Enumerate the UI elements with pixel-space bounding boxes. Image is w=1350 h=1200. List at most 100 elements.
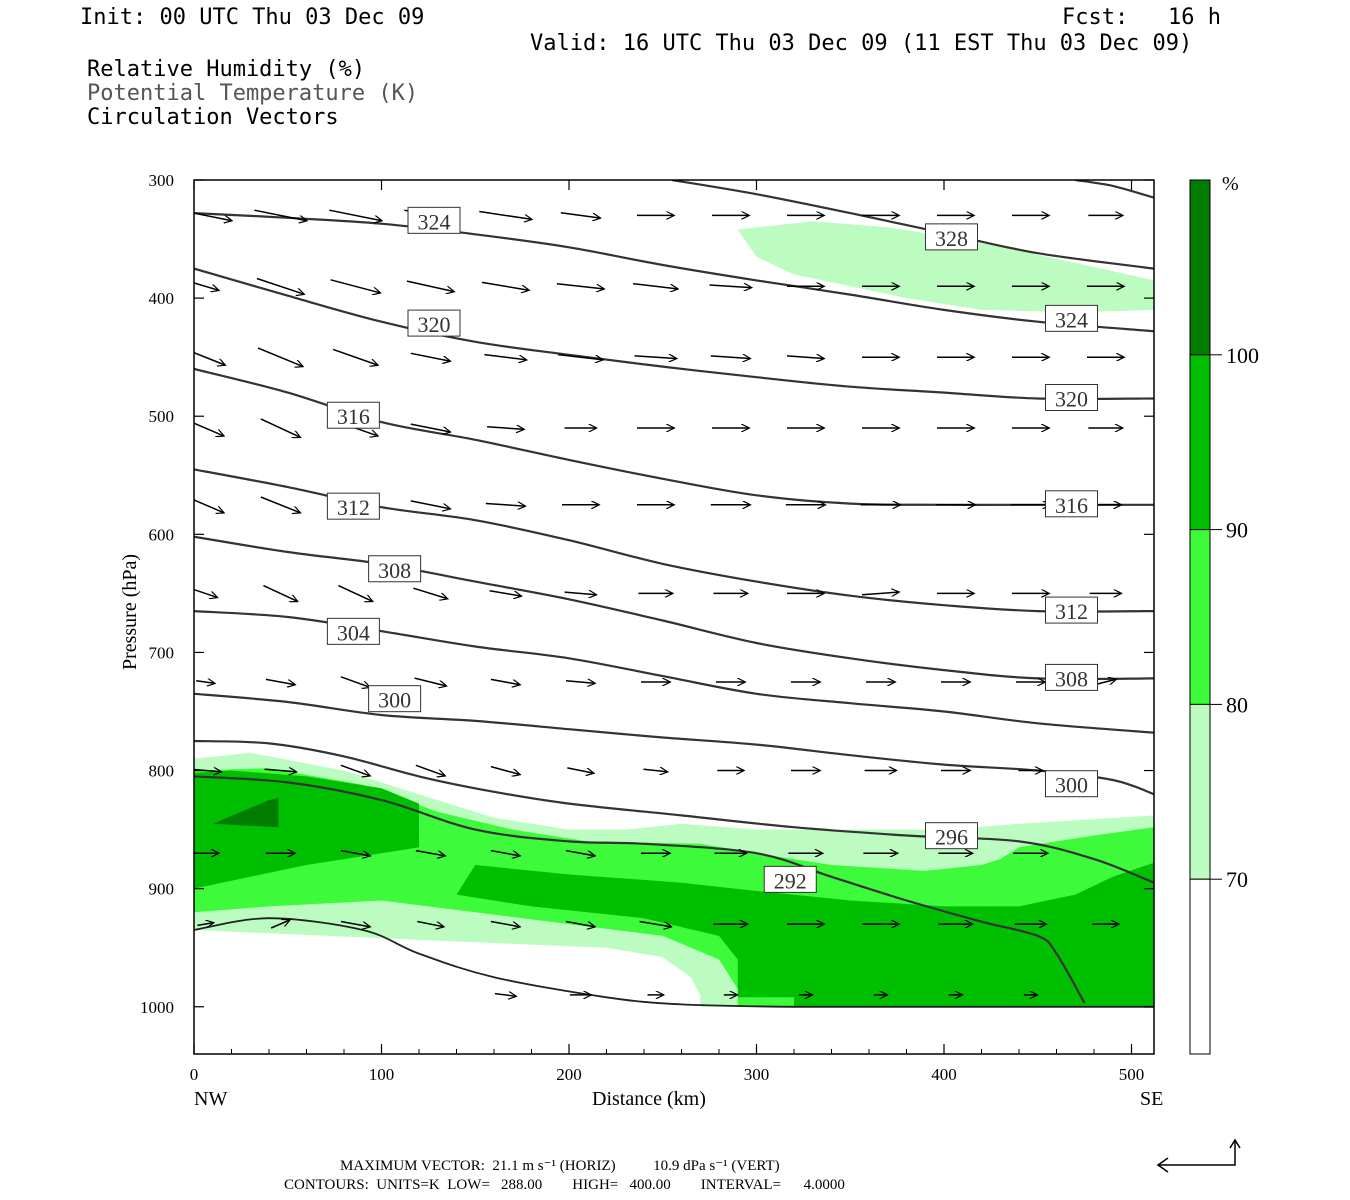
circulation-vector (340, 676, 370, 687)
circulation-vector (786, 356, 824, 359)
isentrope-label-text: 316 (1055, 493, 1088, 518)
isentrope-label-text: 320 (1055, 387, 1088, 412)
forecast-hour-label: Fcst: (1062, 5, 1129, 30)
x-end-label-nw: NW (194, 1088, 228, 1110)
circulation-vector (490, 849, 520, 856)
circulation-vector (194, 769, 221, 772)
x-tick-label: 400 (931, 1065, 957, 1084)
circulation-vector (263, 584, 297, 602)
reference-vector-arrow (1156, 1138, 1241, 1173)
circulation-vector (861, 592, 899, 595)
isentrope-328 (671, 180, 1154, 270)
circulation-vector (415, 764, 445, 775)
circulation-vector (709, 285, 752, 288)
circulation-vector (332, 348, 377, 365)
x-tick-label: 500 (1119, 1065, 1145, 1084)
circulation-vector (260, 418, 300, 437)
isentrope-label-text: 304 (337, 620, 370, 645)
y-tick-label: 300 (149, 171, 175, 190)
isentrope-296 (194, 739, 1154, 884)
circulation-vector (340, 849, 370, 856)
circulation-vector (410, 352, 450, 361)
circulation-vector (556, 282, 604, 289)
isentrope-label: 308 (368, 555, 422, 583)
colorbar-segment (1189, 179, 1211, 356)
x-axis-title: Distance (km) (592, 1088, 706, 1110)
circulation-vector (564, 592, 596, 595)
circulation-vector (490, 678, 520, 684)
footer-contours: CONTOURS: UNITS=K LOW= 288.00 HIGH= 400.… (284, 1177, 845, 1193)
circulation-vector (413, 587, 447, 598)
valid-time: Valid: 16 UTC Thu 03 Dec 09 (11 EST Thu … (530, 31, 1193, 56)
init-time: Init: 00 UTC Thu 03 Dec 09 (80, 5, 425, 30)
isentrope-label-text: 300 (378, 688, 411, 713)
isentrope-label: 312 (326, 492, 380, 520)
circulation-vector (490, 765, 520, 775)
y-tick-label: 700 (149, 643, 175, 662)
circulation-vector (340, 764, 370, 775)
circulation-vector (329, 209, 381, 220)
isentrope-label-text: 308 (1055, 666, 1088, 691)
isentrope-label-text: 312 (1055, 599, 1088, 624)
isentrope-label: 308 (1045, 663, 1098, 691)
isentrope-label: 316 (1045, 490, 1098, 518)
rh-region-90 (194, 770, 419, 889)
circulation-vector (256, 277, 304, 295)
y-tick-label: 400 (149, 289, 175, 308)
circulation-vector (194, 588, 217, 598)
circulation-vector (265, 678, 295, 684)
circulation-vector (710, 356, 750, 359)
x-tick-label: 200 (556, 1065, 582, 1084)
colorbar-segment (1189, 354, 1211, 531)
circulation-vector (260, 496, 300, 513)
circulation-vector (484, 353, 526, 360)
circulation-vector (489, 590, 521, 596)
circulation-vector (194, 499, 223, 513)
circulation-vector (270, 920, 289, 929)
forecast-hour-value: 16 h (1168, 5, 1221, 30)
circulation-vector (414, 677, 446, 686)
circulation-vector (565, 849, 595, 856)
colorbar-segment (1189, 878, 1211, 1055)
rh-region-100 (212, 797, 279, 828)
x-end-label-se: SE (1140, 1088, 1164, 1110)
colorbar-segment (1189, 529, 1211, 705)
circulation-vector (406, 280, 454, 291)
isentrope-label: 320 (1045, 384, 1098, 412)
circulation-vector (410, 423, 450, 432)
isentrope-label-text: 300 (1055, 773, 1088, 798)
isentrope-label: 316 (326, 401, 380, 429)
circulation-vector (485, 504, 525, 507)
isentrope-324 (194, 212, 1154, 333)
footer-max-vector: MAXIMUM VECTOR: 21.1 m s⁻¹ (HORIZ) 10.9 … (340, 1158, 780, 1174)
isentrope-label-text: 312 (337, 495, 370, 520)
x-tick-label: 0 (190, 1065, 199, 1084)
circulation-vector (634, 356, 677, 359)
x-tick-label: 100 (369, 1065, 395, 1084)
circulation-vector (340, 920, 370, 927)
circulation-vector (490, 920, 520, 927)
isentrope-label: 300 (368, 685, 422, 713)
y-tick-label: 600 (149, 525, 175, 544)
circulation-vector (633, 282, 677, 289)
circulation-vector (330, 279, 380, 293)
legend-line-vectors: Circulation Vectors (87, 105, 339, 130)
isentrope-label: 324 (407, 206, 461, 234)
isentrope-label-text: 292 (774, 868, 807, 893)
colorbar-unit: % (1222, 173, 1239, 195)
isentrope-332 (1075, 180, 1154, 199)
isentrope-label: 300 (1045, 770, 1098, 798)
plot-frame (193, 179, 1155, 1055)
isentrope-312 (194, 468, 1154, 613)
isentrope-316 (194, 367, 1154, 506)
circulation-vector (643, 769, 668, 772)
colorbar-segment (1189, 703, 1211, 880)
isentrope-label: 328 (925, 223, 978, 251)
x-tick-label: 300 (744, 1065, 770, 1084)
legend-line-theta: Potential Temperature (K) (87, 81, 419, 106)
isentrope-label: 324 (1045, 304, 1098, 332)
circulation-vector (194, 351, 225, 365)
isentrope-label-text: 324 (418, 209, 451, 234)
isentrope-label: 292 (763, 865, 817, 893)
